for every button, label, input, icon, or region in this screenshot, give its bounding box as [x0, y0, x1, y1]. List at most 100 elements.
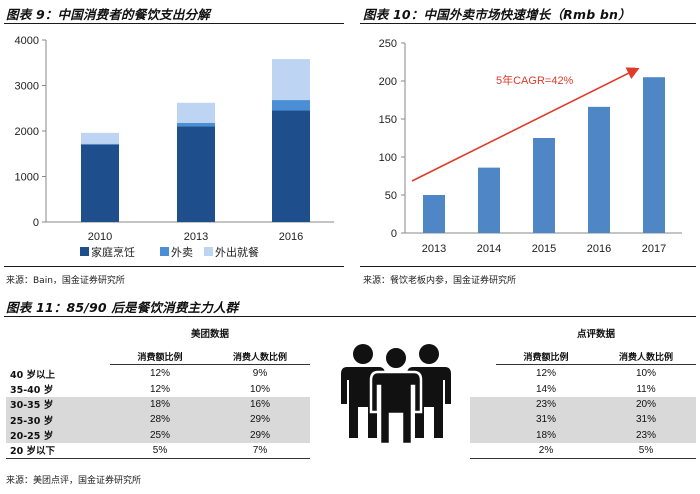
meituan-col-people: 消费人数比例 — [232, 353, 287, 363]
dianping-col-people: 消费人数比例 — [618, 353, 673, 363]
fig9-legend-swatch-3 — [204, 247, 213, 256]
amount-share: 12% — [149, 383, 170, 395]
fig10-chart: 0 50 100 150 200 250 2013 2014 2015 2016 2017 5年C… — [379, 38, 682, 255]
fig9-xtick-label: 2016 — [279, 231, 303, 243]
group-of-people-icon — [341, 344, 451, 445]
amount-share: 2% — [496, 442, 596, 459]
fig11-title: 图表 11：85/90 后是餐饮消费主力人群 — [6, 300, 239, 315]
people-share: 10% — [635, 368, 656, 380]
meituan-row: 35-40 岁 12% 10% — [6, 381, 310, 397]
amount-share: 5% — [110, 442, 210, 459]
meituan-title: 美团数据 — [190, 329, 229, 340]
fig9-top-rule — [4, 23, 344, 24]
meituan-row: 25-30 岁 28% 29% — [6, 412, 310, 428]
meituan-row: 30-35 岁 18% 16% — [6, 396, 310, 413]
fig9-bar-2013-1 — [177, 126, 215, 222]
people-share: 20% — [596, 396, 696, 413]
fig9-legend-swatch-1 — [80, 247, 89, 256]
fig9-title: 图表 9：中国消费者的餐饮支出分解 — [6, 7, 210, 22]
dianping-row: 12% 10% — [470, 366, 696, 381]
amount-share: 28% — [110, 412, 210, 428]
meituan-row: 40 岁以上 12% 9% — [6, 366, 310, 381]
fig9-ytick-label: 3000 — [15, 81, 39, 93]
dianping-table: 12% 10% 14% 11% 23% 20% 31% 31% 18% 23% 2% 5% — [470, 366, 696, 459]
amount-share: 25% — [110, 427, 210, 443]
meituan-table: 40 岁以上 12% 9% 35-40 岁 12% 10% 30-35 岁 18% 16% 25-… — [6, 366, 310, 459]
dianping-row: 18% 23% — [470, 427, 696, 443]
age-group: 40 岁以上 — [10, 369, 56, 381]
amount-share: 31% — [496, 412, 596, 428]
row-spacer — [470, 427, 496, 443]
age-group: 20-25 岁 — [6, 427, 110, 443]
fig9-bar-2010-2 — [81, 143, 119, 145]
meituan-row: 20-25 岁 25% 29% — [6, 427, 310, 443]
fig11-top-rule — [4, 316, 696, 317]
fig9-bar-2016-1 — [272, 110, 310, 222]
fig9-bar-2016-2 — [272, 100, 310, 111]
dianping-header-rule — [496, 364, 696, 365]
fig10-xtick-label: 2014 — [477, 243, 501, 255]
people-share: 10% — [249, 383, 270, 395]
fig9-xtick-label: 2013 — [184, 231, 208, 243]
row-spacer — [470, 412, 496, 428]
fig10-bar-2013 — [423, 195, 445, 233]
fig10-xtick-label: 2015 — [532, 243, 556, 255]
fig9-ytick-label: 1000 — [15, 172, 39, 184]
fig10-ytick-label: 100 — [379, 152, 397, 164]
fig10-ytick-label: 150 — [379, 114, 397, 126]
fig10-bar-2014 — [478, 167, 500, 233]
fig9-bar-2010-1 — [81, 144, 119, 222]
age-group: 30-35 岁 — [6, 396, 110, 413]
fig10-title: 图表 10：中国外卖市场快速增长（Rmb bn） — [363, 7, 631, 22]
people-share: 16% — [210, 396, 310, 413]
people-share: 9% — [252, 368, 268, 380]
people-share: 23% — [596, 427, 696, 443]
row-spacer — [470, 381, 496, 396]
amount-share: 14% — [535, 383, 556, 395]
fig9-ytick-label: 0 — [33, 217, 39, 229]
amount-share: 12% — [149, 368, 170, 380]
fig9-ytick-label: 4000 — [15, 35, 39, 47]
people-share: 11% — [636, 383, 656, 395]
fig9-bar-2013-3 — [177, 102, 215, 123]
fig10-ytick-label: 200 — [379, 76, 397, 88]
fig10-source: 来源：餐饮老板内参，国金证券研究所 — [363, 276, 517, 286]
row-spacer — [470, 396, 496, 413]
dianping-row: 23% 20% — [470, 396, 696, 413]
cagr-annotation: 5年CAGR=42% — [496, 73, 574, 87]
amount-share: 12% — [535, 368, 556, 380]
row-spacer — [470, 442, 496, 459]
fig11-source: 来源：美团点评，国金证券研究所 — [6, 476, 142, 486]
fig9-bar-2013-2 — [177, 122, 215, 127]
fig9-bar-2010-3 — [81, 132, 119, 144]
fig9-ytick-label: 2000 — [15, 126, 39, 138]
fig9-source: 来源：Bain，国金证券研究所 — [6, 276, 125, 286]
row-spacer — [470, 366, 496, 381]
fig10-xtick-label: 2017 — [642, 243, 666, 255]
people-share: 5% — [596, 442, 696, 459]
age-group: 35-40 岁 — [10, 385, 54, 397]
fig9-legend-label-2: 外卖 — [171, 246, 193, 259]
fig10-bottom-rule — [360, 266, 696, 267]
fig9-legend-label-1: 家庭烹饪 — [91, 245, 135, 259]
fig10-bar-2016 — [588, 106, 610, 233]
fig10-bar-2015 — [533, 138, 555, 233]
meituan-header-rule — [110, 364, 310, 365]
fig9-legend-label-3: 外出就餐 — [215, 245, 259, 259]
amount-share: 18% — [110, 396, 210, 413]
fig10-ytick-label: 50 — [385, 190, 397, 202]
dianping-row: 31% 31% — [470, 412, 696, 428]
fig10-ytick-label: 250 — [379, 38, 397, 50]
growth-arrow — [411, 67, 640, 182]
meituan-col-amount: 消费额比例 — [137, 353, 183, 363]
fig9-bar-2016-3 — [272, 59, 310, 101]
fig9-xtick-label: 2010 — [88, 231, 112, 243]
fig10-bar-2017 — [643, 77, 665, 233]
people-share: 29% — [210, 412, 310, 428]
dianping-title: 点评数据 — [576, 329, 615, 340]
people-share: 7% — [210, 442, 310, 459]
people-share: 31% — [596, 412, 696, 428]
dianping-row: 2% 5% — [470, 442, 696, 459]
fig10-ytick-label: 0 — [391, 228, 397, 240]
fig9-chart: 0 1000 2000 3000 4000 2010 2013 2016 家庭烹饪 外卖 外出就… — [15, 35, 334, 259]
